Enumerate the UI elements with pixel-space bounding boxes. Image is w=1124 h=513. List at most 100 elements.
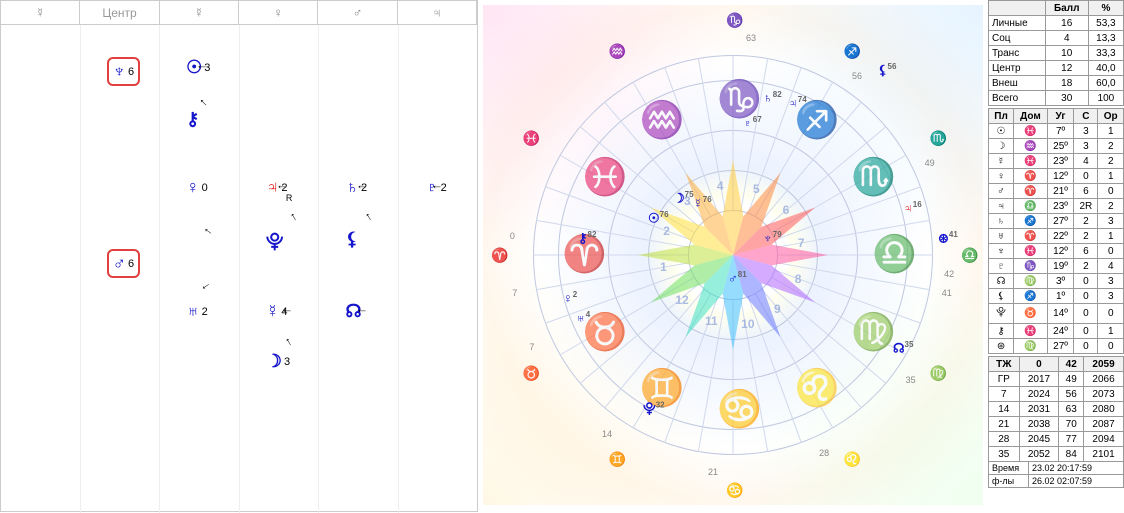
chain-header-cell: ☿ [160, 1, 239, 24]
zodiac-sign-large: ♑ [717, 78, 762, 120]
planet-node-chiron[interactable]: ⚷ [186, 109, 199, 130]
table-cell: 1º [1047, 289, 1074, 304]
data-tables-panel: Балл%Личные1653,3Соц413,3Транс1033,3Цент… [988, 0, 1124, 512]
table-row: ♂♈21º60 [989, 184, 1124, 199]
chain-panel: ☿Центр☿♀♂♃ ♆6☉3⚷♀0♃2R♄2♇2♂6⯓⚸♅2☿4☊☽3 →→→… [0, 0, 478, 512]
house-number: 11 [705, 314, 718, 328]
table-row: ⊛♍27º00 [989, 339, 1124, 354]
table-cell: ♃ [989, 199, 1014, 214]
table-cell: ⊛ [989, 339, 1014, 354]
planet-node-neptune[interactable]: ♆6 [107, 57, 141, 86]
wheel-degree: 35 [906, 375, 916, 385]
wheel-planet[interactable]: ☿76 [693, 195, 712, 210]
table-cell: ☊ [989, 274, 1014, 289]
planet-node-uranus[interactable]: ♅2 [186, 301, 208, 322]
table-cell: 33,3 [1088, 46, 1123, 61]
table-cell: 60,0 [1088, 76, 1123, 91]
wheel-planet[interactable]: ⯓32 [643, 400, 665, 422]
table-cell: 84 [1059, 447, 1084, 462]
table-header-cell [989, 1, 1046, 16]
table-cell: Личные [989, 16, 1046, 31]
table-cell: 2101 [1084, 447, 1124, 462]
planet-node-mars[interactable]: ♂6 [107, 249, 141, 278]
table-row: Внеш1860,0 [989, 76, 1124, 91]
chain-arrow: → [196, 62, 208, 76]
zodiac-sign-icon: ♓ [522, 130, 539, 147]
wheel-planet[interactable]: ♂81 [728, 270, 747, 285]
table-cell: 28 [989, 432, 1020, 447]
table-header-cell: 2059 [1084, 357, 1124, 372]
wheel-planet[interactable]: ♅4 [576, 310, 590, 325]
table-cell: ♍ [1014, 339, 1048, 354]
table-cell: 0 [1098, 304, 1124, 324]
table-cell: 3 [1074, 139, 1098, 154]
zodiac-sign-icon: ♋ [726, 482, 743, 499]
table-cell: 0 [1098, 339, 1124, 354]
wheel-planet[interactable]: ⚷82 [578, 230, 596, 246]
wheel-planet[interactable]: ♄82 [763, 90, 782, 105]
table-row: Личные1653,3 [989, 16, 1124, 31]
wheel-degree: 7 [529, 342, 534, 352]
table-cell: 22º [1047, 229, 1074, 244]
table-cell: ⚷ [989, 324, 1014, 339]
zodiac-sign-large: ♋ [717, 388, 762, 430]
table-cell: 2052 [1019, 447, 1059, 462]
zodiac-sign-icon: ♉ [522, 365, 539, 382]
planet-node-venus[interactable]: ♀0 [186, 177, 208, 198]
table-cell: Транс [989, 46, 1046, 61]
zodiac-sign-icon: ♐ [844, 43, 861, 60]
table-cell: 2066 [1084, 372, 1124, 387]
table-cell: ⯓ [989, 304, 1014, 324]
wheel-planet[interactable]: ♃16 [903, 200, 922, 215]
planet-node-proserp[interactable]: ⯓ [266, 229, 284, 259]
table-cell: 3 [1098, 289, 1124, 304]
time-row: Время 23.02 20:17:59 [988, 462, 1124, 475]
table-cell: 4 [1074, 154, 1098, 169]
table-cell: ♈ [1014, 184, 1048, 199]
wheel-planet[interactable]: ⊛41 [938, 230, 958, 246]
table-cell: ☽ [989, 139, 1014, 154]
table-row: ♀♈12º01 [989, 169, 1124, 184]
wheel-planet[interactable]: ♃74 [788, 95, 807, 110]
table-header-cell: Дом [1014, 109, 1048, 124]
table-row: ♃♎23º2R2 [989, 199, 1124, 214]
table-cell: ⚸ [989, 289, 1014, 304]
table-row: ГР2017492066 [989, 372, 1124, 387]
table-cell: 30 [1045, 91, 1088, 106]
time-label: Время [989, 462, 1029, 474]
table-cell: 63 [1059, 402, 1084, 417]
container: ☿Центр☿♀♂♃ ♆6☉3⚷♀0♃2R♄2♇2♂6⯓⚸♅2☿4☊☽3 →→→… [0, 0, 1124, 512]
table-cell: ♐ [1014, 289, 1048, 304]
zodiac-sign-large: ♍ [851, 311, 896, 353]
table-cell: 21 [989, 417, 1020, 432]
table-cell: ♈ [1014, 169, 1048, 184]
table-cell: 1 [1098, 324, 1124, 339]
table-cell: 12º [1047, 169, 1074, 184]
table-cell: 4 [1098, 259, 1124, 274]
table-header-cell: Уг [1047, 109, 1074, 124]
table-cell: 7º [1047, 124, 1074, 139]
table-cell: 6 [1074, 244, 1098, 259]
planet-node-moon[interactable]: ☽3 [266, 351, 290, 372]
house-number: 8 [795, 272, 802, 286]
table-cell: ☿ [989, 154, 1014, 169]
house-number: 4 [717, 179, 724, 193]
table-header-cell: 42 [1059, 357, 1084, 372]
wheel-degree: 14 [602, 429, 612, 439]
chart-wheel-panel: ♑♐♏♎♍♌♋♊♉♈♓♒♑♐♏♎♍♌♋♊♉♈♓♒6356494241352821… [478, 0, 988, 512]
table-cell: 2087 [1084, 417, 1124, 432]
zodiac-sign-large: ♓ [583, 156, 628, 198]
planet-node-lilith[interactable]: ⚸ [346, 229, 359, 250]
table-cell: ☉ [989, 124, 1014, 139]
wheel-planet[interactable]: ♆79 [763, 230, 782, 245]
wheel-planet[interactable]: ♇67 [743, 115, 762, 130]
wheel-planet[interactable]: ⚸56 [878, 62, 896, 78]
wheel-degree: 63 [746, 33, 756, 43]
wheel-planet[interactable]: ♀2 [563, 290, 577, 305]
chain-header-cell: ♃ [398, 1, 477, 24]
wheel-planet[interactable]: ☊35 [893, 340, 913, 356]
table-cell: Всего [989, 91, 1046, 106]
house-number: 6 [783, 203, 790, 217]
house-number: 5 [753, 182, 760, 196]
chain-arrow: → [431, 182, 443, 196]
